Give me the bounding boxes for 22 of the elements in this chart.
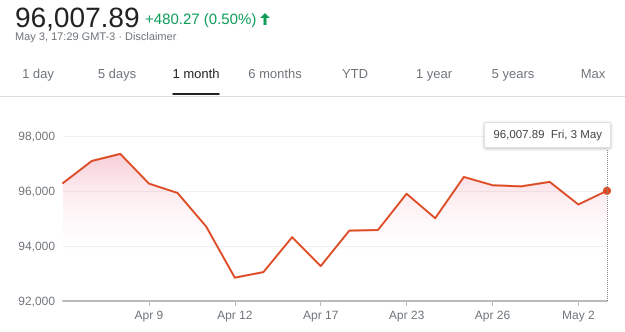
x-tick-label: Apr 17	[303, 308, 339, 322]
text: YTD	[342, 66, 368, 81]
text: 1 day	[22, 66, 54, 81]
y-tick-label: 94,000	[18, 239, 56, 253]
text: 5 days	[98, 66, 136, 81]
y-tick-label: 98,000	[18, 129, 56, 143]
y-tick-label: 96,000	[18, 184, 56, 198]
chart-title: 96,007.89	[15, 2, 140, 33]
x-tick-label: Apr 12	[217, 308, 253, 322]
text: 1 year	[416, 66, 452, 81]
x-tick-label: Apr 26	[474, 308, 510, 322]
y-tick-label: 92,000	[18, 294, 56, 308]
text: 1 month	[172, 66, 220, 81]
annotation: 96,007.89 Fri, 3 May	[484, 122, 611, 148]
text: Max	[580, 66, 606, 81]
x-tick-label: May 2	[562, 308, 596, 322]
chart-subtitle: May 3, 17:29 GMT-3 · Disclaimer	[15, 31, 176, 43]
text: +480.27 (0.50%)	[145, 11, 258, 28]
text: 5 years	[492, 66, 534, 81]
x-tick-label: Apr 9	[134, 308, 164, 322]
text: 6 months	[248, 66, 302, 81]
x-tick-label: Apr 23	[388, 308, 425, 322]
